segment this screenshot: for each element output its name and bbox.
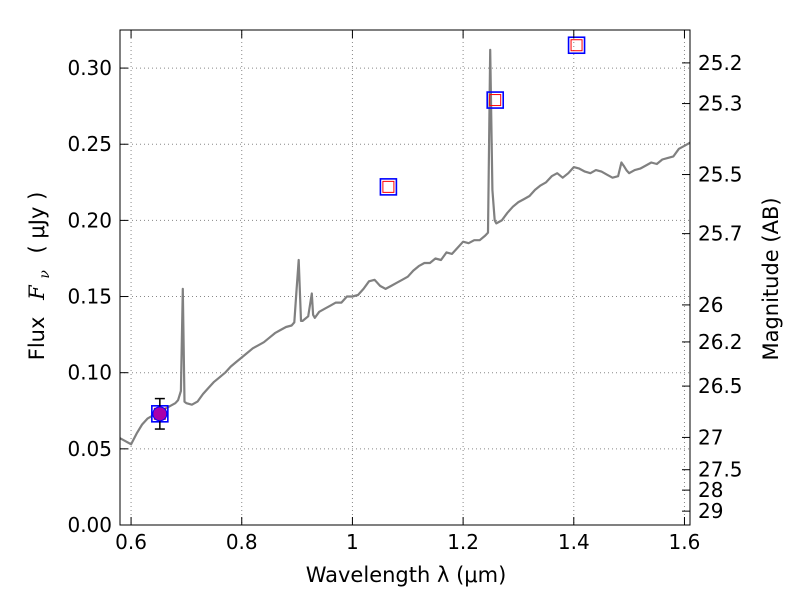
- y2-tick-label: 27.5: [698, 458, 743, 482]
- y-tick-label: 0.05: [67, 437, 112, 461]
- model-point-outer-square: [486, 91, 505, 109]
- data-point: [152, 406, 168, 422]
- y-axis-label-subscript: ν: [37, 270, 53, 279]
- y-axis-label-symbol: F: [25, 284, 49, 301]
- x-tick-label: 1.2: [447, 530, 479, 554]
- spectrum-series: [119, 48, 691, 446]
- model-point-inner-square: [570, 39, 583, 52]
- y2-tick-label: 25.2: [698, 51, 743, 75]
- y2-tick-label: 25.3: [698, 92, 743, 116]
- y2-tick-label: 26: [698, 293, 723, 317]
- x-tick-label: 1.4: [558, 530, 590, 554]
- y2-tick-label: 25.7: [698, 222, 743, 246]
- model-point-outer-square: [567, 36, 586, 55]
- y2-tick-label: 25.5: [698, 163, 743, 187]
- plot-frame: [119, 29, 691, 526]
- x-tick-label: 0.6: [115, 530, 147, 554]
- y2-tick-label: 29: [698, 499, 723, 523]
- y-axis-label-unit: ( μJy ): [25, 192, 49, 254]
- model-point-inner-square: [489, 94, 502, 107]
- y2-axis-label: Magnitude (AB): [759, 197, 783, 360]
- x-tick-label: 0.8: [226, 530, 258, 554]
- y-tick-label: 0.15: [67, 285, 112, 309]
- model-point-outer-square: [379, 178, 398, 196]
- x-tick-label: 1: [346, 530, 359, 554]
- y-axis-label-lead: Flux: [25, 317, 49, 361]
- y2-tick-label: 26.5: [698, 374, 743, 398]
- y2-tick-label: 27: [698, 425, 723, 449]
- model-point-inner-square: [382, 180, 395, 193]
- y-tick-label: 0.00: [67, 513, 112, 537]
- y-tick-label: 0.30: [67, 56, 112, 80]
- y2-tick-label: 28: [698, 478, 723, 502]
- photometry-points: [151, 36, 586, 430]
- y-axis-label: Flux F ν ( μJy ): [25, 192, 54, 361]
- spectrum-line: [119, 48, 691, 446]
- y-tick-label: 0.20: [67, 208, 112, 232]
- y2-tick-label: 26.2: [698, 330, 743, 354]
- axis-ticks: 0.6 0.8 1 1.2 1.4 1.6 0.00 0.05 0.10 0.15 0.20 0.25…: [67, 30, 743, 554]
- x-tick-label: 1.6: [669, 530, 701, 554]
- y-tick-label: 0.25: [67, 132, 112, 156]
- x-axis-label: Wavelength λ (μm): [306, 563, 507, 587]
- y-tick-label: 0.10: [67, 361, 112, 385]
